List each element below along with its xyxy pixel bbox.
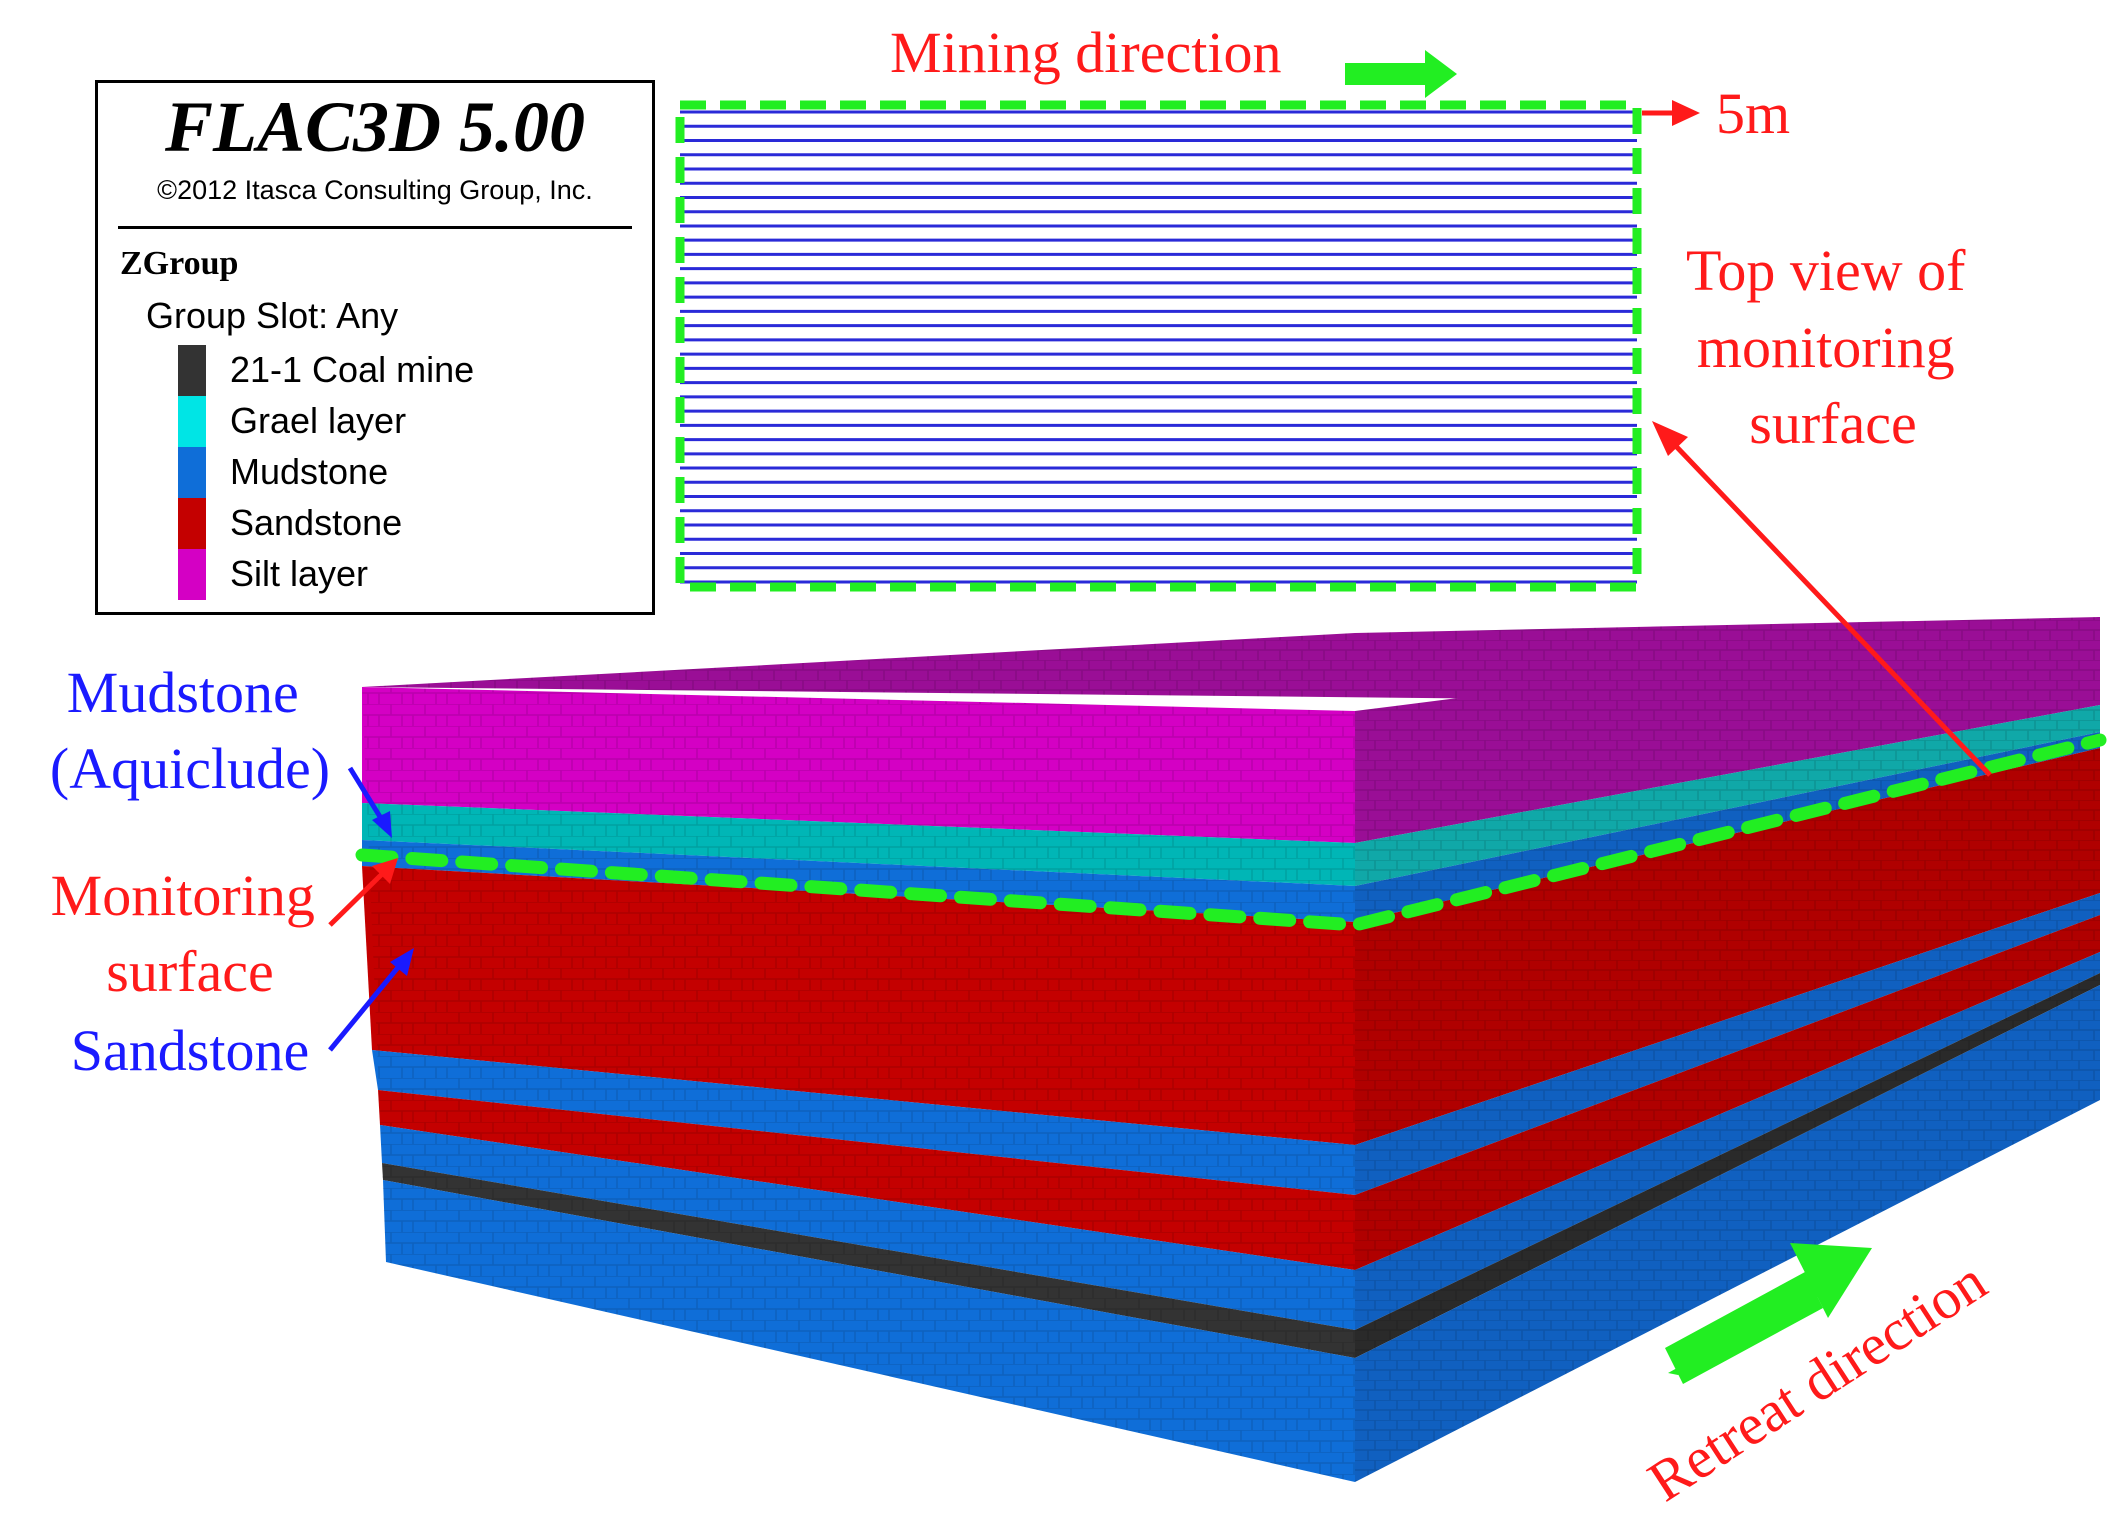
mudstone-pointer-arrow	[347, 766, 392, 838]
top-view-background	[680, 105, 1637, 587]
monitoring-surface-label: Monitoring surface	[51, 863, 330, 1004]
legend-label-mudstone: Mudstone	[230, 451, 389, 492]
legend-swatch-silt	[178, 549, 206, 600]
legend-label-coal: 21-1 Coal mine	[230, 349, 475, 390]
spacing-arrow	[1642, 100, 1700, 126]
mudstone-label-line-1: Mudstone	[67, 660, 299, 725]
retreat-direction-arrow-body	[1665, 1272, 1823, 1384]
legend-group-slot: Group Slot: Any	[146, 295, 399, 336]
monitoring-label-line-1: Monitoring	[51, 863, 315, 928]
top-view-monitoring-surface	[675, 100, 1642, 592]
legend-group-title: ZGroup	[120, 245, 239, 282]
top-view-caption-line-1: Top view of	[1686, 238, 1966, 303]
top-view-grid-lines	[680, 110, 1637, 584]
legend-swatch-coal	[178, 345, 206, 396]
legend-label-sandstone: Sandstone	[230, 502, 403, 543]
legend-software-title: FLAC3D 5.00	[164, 87, 586, 167]
legend-divider	[118, 226, 632, 229]
mining-direction-arrow	[1345, 50, 1457, 98]
top-view-pointer-arrow	[1652, 421, 1992, 777]
legend-swatch-gravel	[178, 396, 206, 447]
monitoring-label-line-2: surface	[106, 939, 273, 1004]
legend-label-silt: Silt layer	[230, 553, 369, 594]
legend-swatch-sandstone	[178, 498, 206, 549]
monitoring-surface-outline	[355, 733, 2107, 932]
top-view-caption-line-3: surface	[1749, 391, 1916, 456]
top-view-caption-line-2: monitoring	[1697, 315, 1955, 380]
mining-direction-label: Mining direction	[890, 20, 1281, 85]
legend-label-gravel: Grael layer	[230, 400, 407, 441]
spacing-label: 5m	[1716, 81, 1790, 146]
legend-copyright: ©2012 Itasca Consulting Group, Inc.	[157, 175, 593, 205]
front-face-strata	[362, 687, 1355, 1482]
right-face-mesh	[1355, 617, 2100, 1482]
sandstone-label: Sandstone	[71, 1018, 309, 1083]
retreat-direction-arrow-head	[1790, 1243, 1872, 1318]
front-face-mesh	[362, 687, 1355, 1482]
top-view-caption: Top view of monitoring surface	[1686, 238, 1980, 456]
legend-panel: FLAC3D 5.00 ©2012 Itasca Consulting Grou…	[95, 80, 655, 615]
right-face-strata	[1355, 617, 2100, 1482]
mudstone-aquiclude-label: Mudstone (Aquiclude)	[50, 660, 330, 801]
sandstone-pointer-arrow	[328, 948, 414, 1052]
legend-swatch-mudstone	[178, 447, 206, 498]
mudstone-label-line-2: (Aquiclude)	[50, 736, 330, 801]
monitoring-pointer-arrow	[328, 858, 398, 927]
